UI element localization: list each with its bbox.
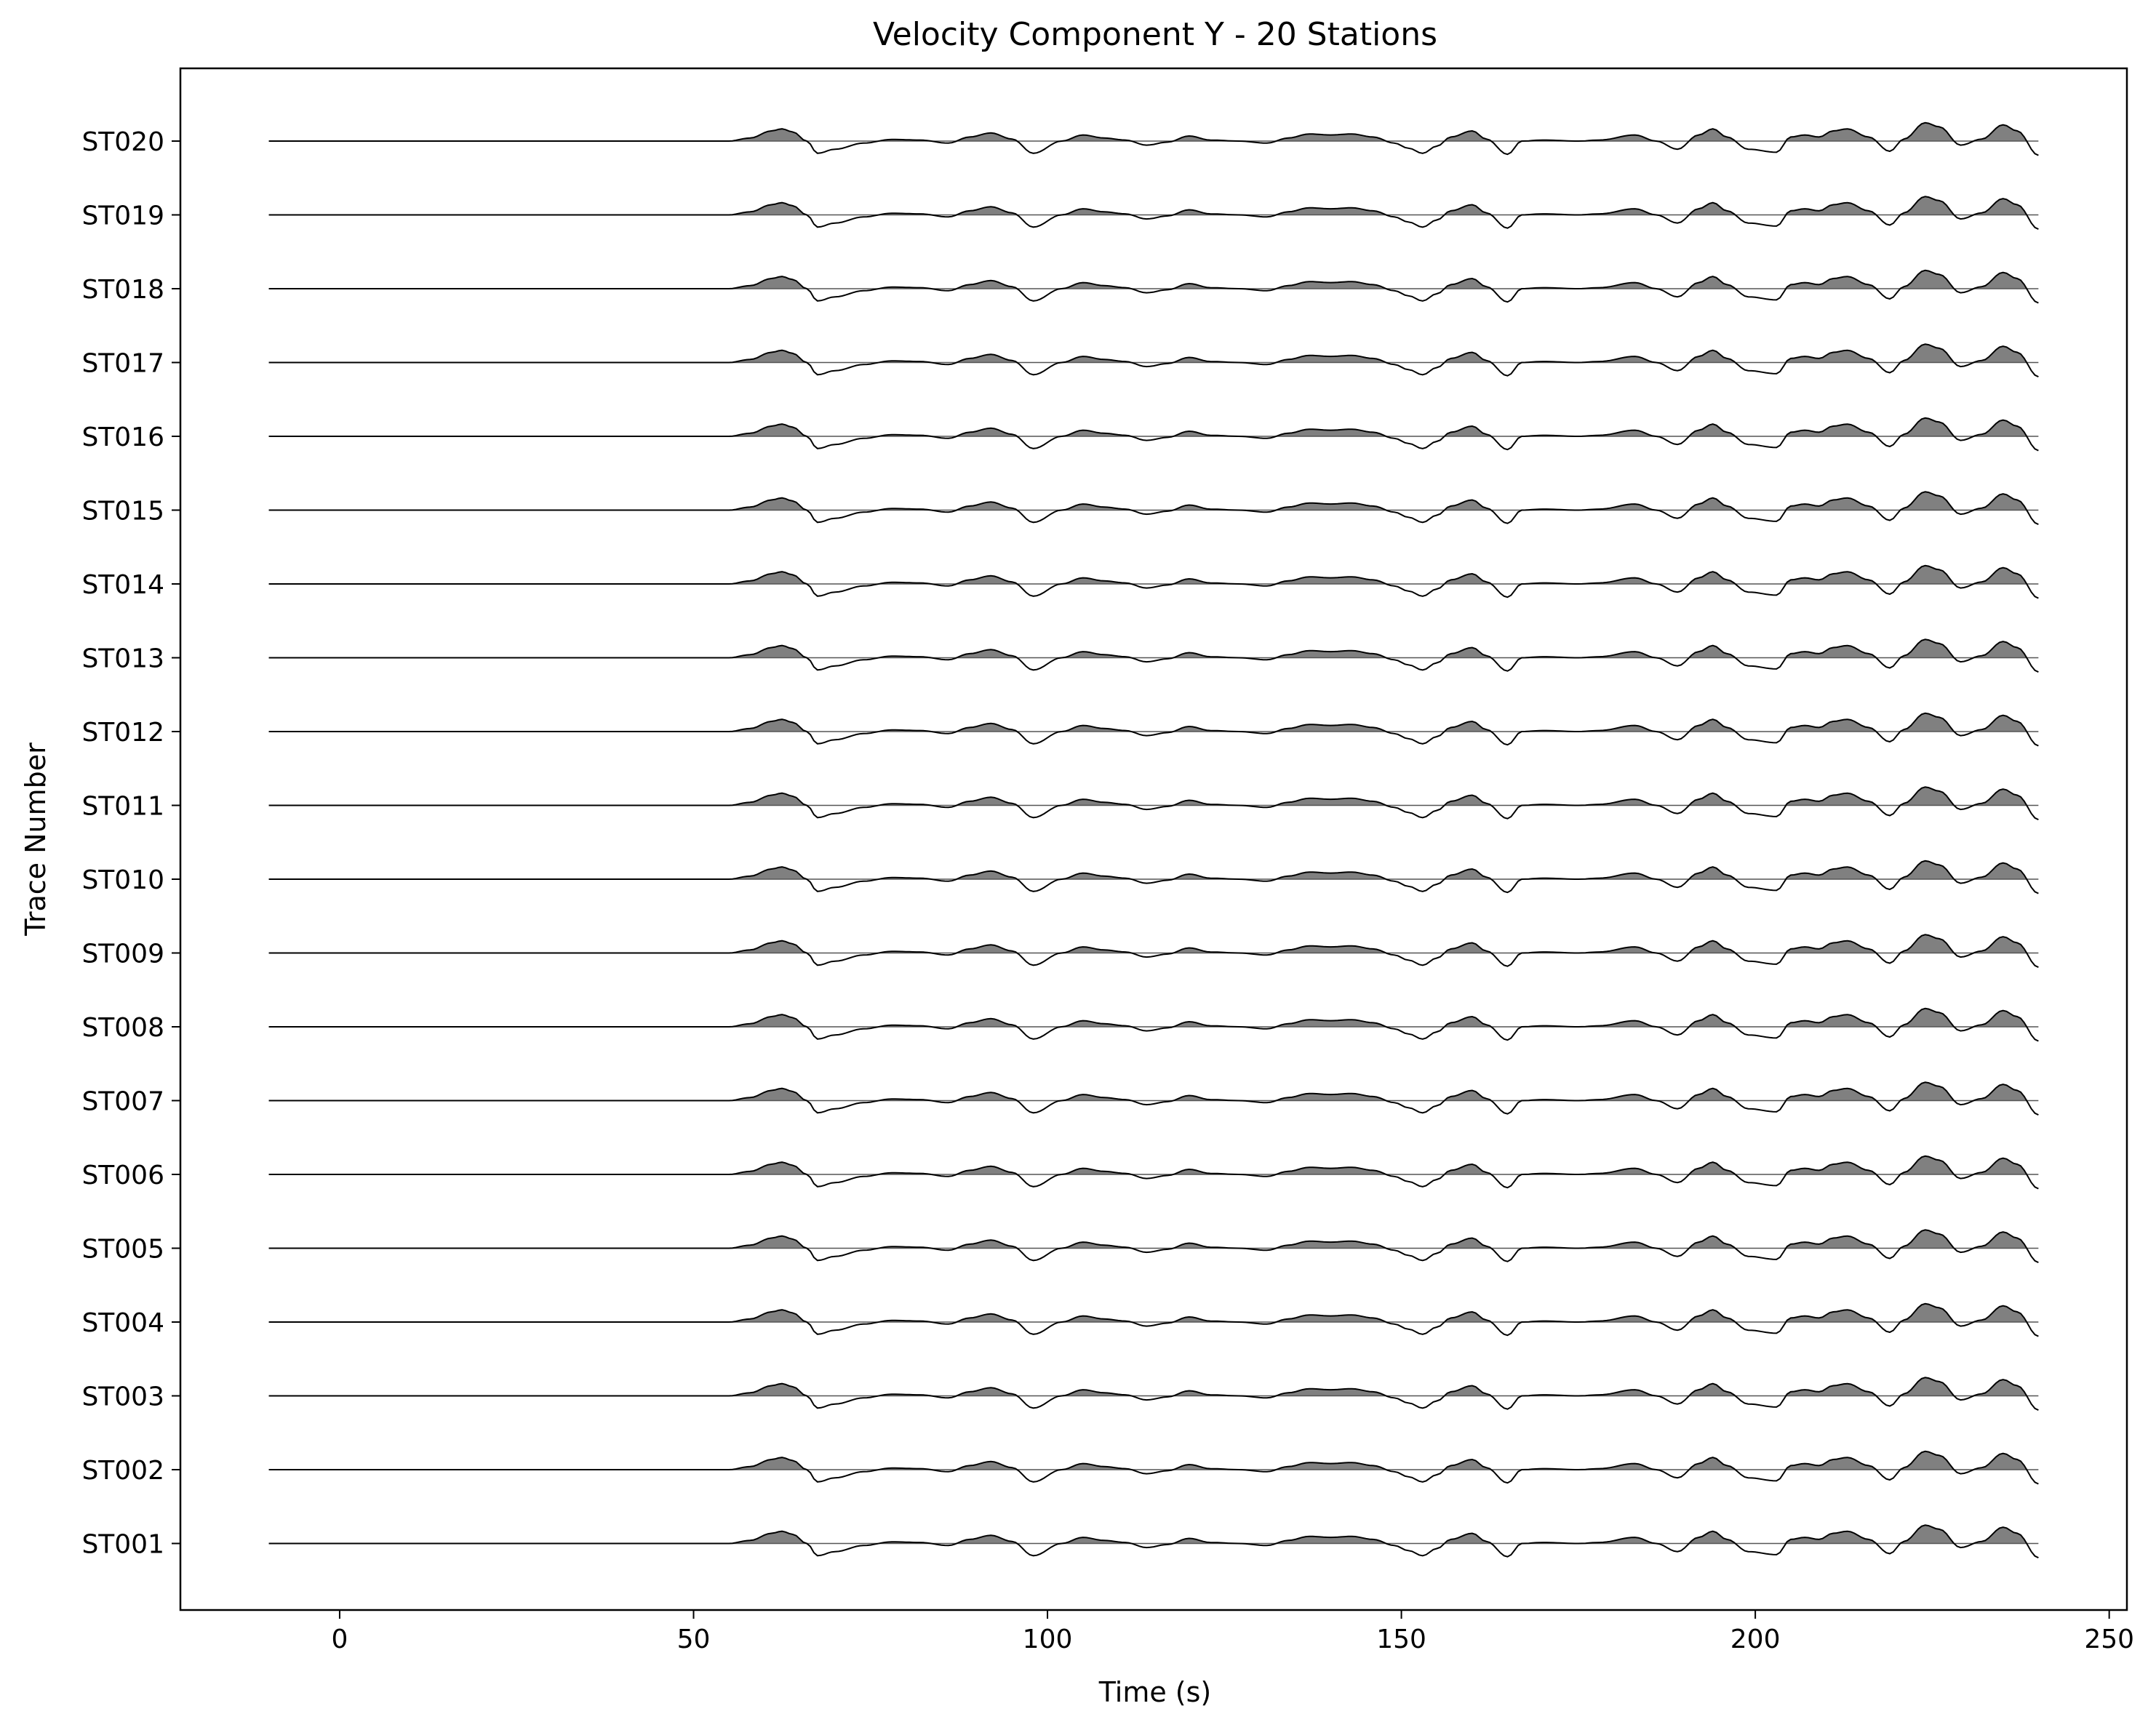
trace-fill-st012 bbox=[268, 713, 2039, 732]
trace-fill-st018 bbox=[268, 270, 2039, 289]
y-tick-label: ST013 bbox=[81, 644, 164, 674]
y-tick-label: ST014 bbox=[81, 570, 164, 600]
y-tick-label: ST009 bbox=[81, 940, 164, 969]
trace-fill-st014 bbox=[268, 565, 2039, 584]
x-tick-label: 200 bbox=[1730, 1625, 1781, 1654]
y-tick-label: ST007 bbox=[81, 1087, 164, 1117]
traces-layer bbox=[268, 121, 2039, 1559]
y-tick-label: ST003 bbox=[81, 1382, 164, 1412]
y-tick-label: ST019 bbox=[81, 201, 164, 231]
trace-st011 bbox=[268, 786, 2039, 821]
trace-line-st007 bbox=[268, 1081, 2039, 1116]
trace-line-st013 bbox=[268, 638, 2039, 673]
trace-st008 bbox=[268, 1007, 2039, 1042]
y-axis-label: Trace Number bbox=[20, 742, 52, 937]
trace-line-st017 bbox=[268, 343, 2039, 378]
trace-fill-st003 bbox=[268, 1377, 2039, 1396]
x-axis-label: Time (s) bbox=[1098, 1676, 1212, 1708]
trace-fill-st010 bbox=[268, 860, 2039, 879]
x-tick-label: 0 bbox=[331, 1625, 348, 1654]
trace-fill-st019 bbox=[268, 196, 2039, 215]
y-tick-label: ST011 bbox=[81, 792, 164, 822]
trace-line-st009 bbox=[268, 934, 2039, 969]
x-tick-label: 50 bbox=[677, 1625, 711, 1654]
trace-line-st003 bbox=[268, 1377, 2039, 1411]
trace-st017 bbox=[268, 343, 2039, 378]
plot-frame bbox=[179, 67, 2128, 1611]
trace-fill-st009 bbox=[268, 934, 2039, 953]
trace-fill-st013 bbox=[268, 639, 2039, 658]
trace-line-st020 bbox=[268, 121, 2039, 156]
x-tick-label: 100 bbox=[1023, 1625, 1073, 1654]
trace-fill-st001 bbox=[268, 1525, 2039, 1544]
trace-line-st008 bbox=[268, 1007, 2039, 1042]
y-tick-label: ST012 bbox=[81, 718, 164, 748]
y-tick-label: ST018 bbox=[81, 275, 164, 305]
trace-line-st014 bbox=[268, 564, 2039, 599]
y-tick-label: ST020 bbox=[81, 127, 164, 157]
trace-line-st010 bbox=[268, 860, 2039, 894]
trace-st010 bbox=[268, 860, 2039, 894]
trace-fill-st017 bbox=[268, 344, 2039, 363]
trace-line-st011 bbox=[268, 786, 2039, 821]
trace-st009 bbox=[268, 934, 2039, 969]
trace-fill-st002 bbox=[268, 1451, 2039, 1470]
y-tick-label: ST002 bbox=[81, 1456, 164, 1486]
trace-fill-st008 bbox=[268, 1008, 2039, 1027]
trace-line-st001 bbox=[268, 1524, 2039, 1559]
trace-fill-st015 bbox=[268, 492, 2039, 510]
trace-line-st012 bbox=[268, 712, 2039, 747]
y-tick-label: ST006 bbox=[81, 1161, 164, 1190]
trace-fill-st005 bbox=[268, 1230, 2039, 1249]
y-tick-label: ST015 bbox=[81, 497, 164, 526]
trace-st003 bbox=[268, 1377, 2039, 1411]
trace-st015 bbox=[268, 491, 2039, 526]
trace-st016 bbox=[268, 417, 2039, 452]
y-axis-ticks: ST001 ST002 ST003 ST004 ST005 ST006 ST007 ST008… bbox=[81, 127, 180, 1560]
trace-line-st015 bbox=[268, 491, 2039, 526]
trace-fill-st004 bbox=[268, 1303, 2039, 1322]
trace-st001 bbox=[268, 1524, 2039, 1559]
trace-st018 bbox=[268, 269, 2039, 304]
y-tick-label: ST016 bbox=[81, 423, 164, 452]
trace-line-st019 bbox=[268, 196, 2039, 231]
trace-line-st005 bbox=[268, 1229, 2039, 1264]
y-tick-label: ST008 bbox=[81, 1013, 164, 1043]
trace-st013 bbox=[268, 638, 2039, 673]
trace-line-st006 bbox=[268, 1155, 2039, 1190]
y-tick-label: ST004 bbox=[81, 1308, 164, 1338]
y-tick-label: ST005 bbox=[81, 1235, 164, 1265]
y-tick-label: ST001 bbox=[81, 1530, 164, 1560]
trace-fill-st016 bbox=[268, 417, 2039, 436]
trace-st002 bbox=[268, 1450, 2039, 1485]
trace-fill-st007 bbox=[268, 1082, 2039, 1101]
x-axis-ticks: 0 50 100 150 200 250 bbox=[331, 1610, 2134, 1654]
trace-line-st004 bbox=[268, 1302, 2039, 1337]
trace-st019 bbox=[268, 196, 2039, 231]
trace-fill-st006 bbox=[268, 1156, 2039, 1174]
x-tick-label: 250 bbox=[2084, 1625, 2134, 1654]
trace-line-st018 bbox=[268, 269, 2039, 304]
trace-fill-st020 bbox=[268, 122, 2039, 141]
trace-st020 bbox=[268, 121, 2039, 156]
y-tick-label: ST010 bbox=[81, 865, 164, 895]
y-tick-label: ST017 bbox=[81, 349, 164, 379]
chart-title: Velocity Component Y - 20 Stations bbox=[873, 16, 1437, 53]
trace-st006 bbox=[268, 1155, 2039, 1190]
trace-st004 bbox=[268, 1302, 2039, 1337]
trace-line-st016 bbox=[268, 417, 2039, 452]
trace-st005 bbox=[268, 1229, 2039, 1264]
trace-fill-st011 bbox=[268, 787, 2039, 806]
trace-st007 bbox=[268, 1081, 2039, 1116]
trace-st014 bbox=[268, 564, 2039, 599]
trace-st012 bbox=[268, 712, 2039, 747]
x-tick-label: 150 bbox=[1376, 1625, 1426, 1654]
trace-line-st002 bbox=[268, 1450, 2039, 1485]
